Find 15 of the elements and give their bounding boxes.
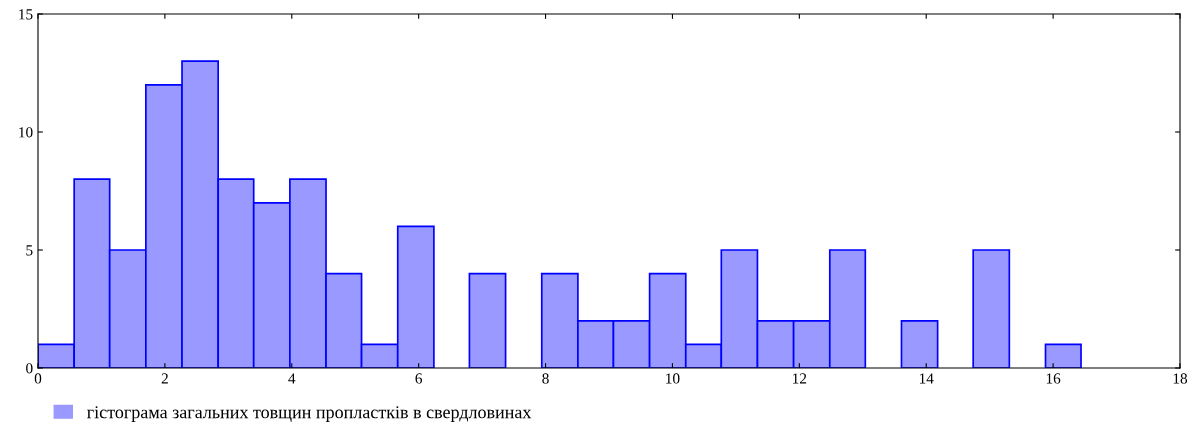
x-tick-label: 14 [919, 373, 934, 384]
x-tick-label: 6 [415, 373, 423, 384]
legend-label: гістограма загальних товщин пропластків в свердловинах [87, 406, 532, 422]
x-tick-label: 2 [161, 373, 168, 384]
y-tick-label: 10 [19, 127, 33, 138]
x-tick-label: 18 [1173, 373, 1188, 384]
x-tick-label: 4 [288, 373, 296, 384]
x-tick-label: 12 [793, 373, 807, 384]
x-tick-label: 10 [666, 373, 680, 384]
x-tick-label: 16 [1046, 373, 1061, 384]
y-tick-label: 5 [26, 245, 33, 256]
x-tick-label: 8 [542, 373, 549, 384]
y-tick-label: 15 [19, 9, 33, 20]
x-tick-label: 0 [34, 373, 42, 384]
y-tick-label: 0 [26, 363, 33, 374]
